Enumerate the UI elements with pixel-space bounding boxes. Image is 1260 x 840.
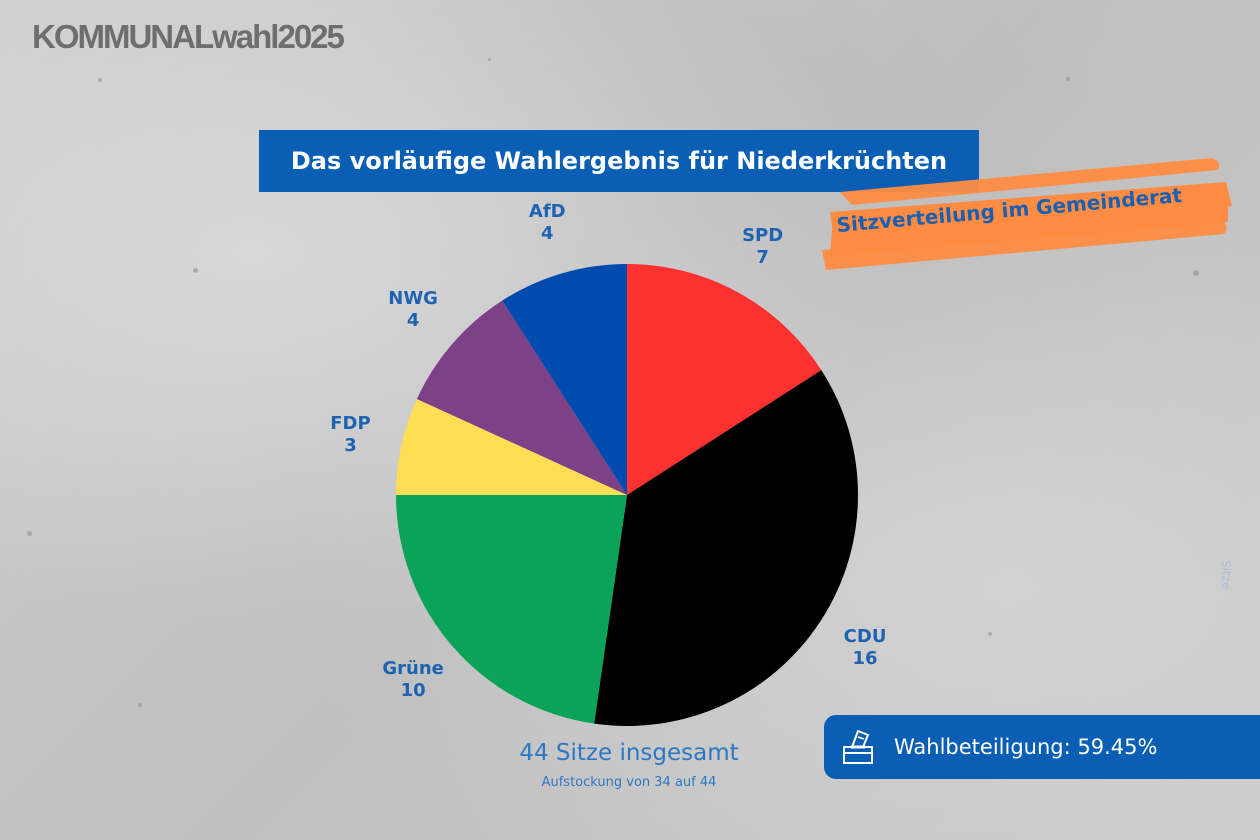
slice-seat-count: 7 bbox=[756, 246, 769, 268]
slice-seat-count: 10 bbox=[400, 680, 426, 702]
ballot-box-icon bbox=[843, 729, 873, 764]
turnout-label: Wahlbeteiligung: 59.45% bbox=[894, 735, 1158, 759]
slice-label-nwg: NWG 4 bbox=[388, 288, 438, 332]
pie-slice-afd bbox=[502, 264, 627, 495]
slice-party-name: SPD bbox=[742, 224, 784, 246]
slice-label-fdp: FDP 3 bbox=[330, 413, 370, 457]
slice-label-grüne: Grüne 10 bbox=[382, 658, 444, 702]
pie-slice-fdp bbox=[396, 399, 627, 495]
slice-seat-count: 3 bbox=[344, 434, 357, 456]
slice-seat-count: 4 bbox=[406, 309, 420, 331]
background-speck bbox=[27, 531, 32, 536]
slice-label-cdu: CDU 16 bbox=[844, 626, 887, 670]
background-speck bbox=[193, 268, 198, 273]
slice-seat-count: 4 bbox=[540, 223, 554, 245]
pie-slice-spd bbox=[627, 264, 822, 495]
pie-slice-nwg bbox=[416, 300, 627, 495]
slice-party-name: FDP bbox=[330, 412, 371, 434]
slice-label-afd: AfD 4 bbox=[529, 201, 566, 245]
slice-party-name: Grüne bbox=[382, 658, 444, 680]
pie-slice-grüne bbox=[396, 495, 627, 724]
brush-stroke bbox=[822, 158, 1232, 270]
background-speck bbox=[1066, 77, 1070, 81]
subtitle-banner: Sitzverteilung im Gemeinderat bbox=[812, 150, 1242, 290]
background-speck bbox=[988, 632, 992, 636]
slice-seat-count: 16 bbox=[852, 648, 878, 669]
side-axis-label: Sitze bbox=[1219, 560, 1233, 590]
slice-party-name: AfD bbox=[528, 201, 566, 223]
background-speck bbox=[488, 58, 491, 61]
pie-slice-cdu bbox=[594, 370, 859, 727]
logo: KOMMUNALwahl2025 bbox=[32, 18, 345, 55]
background-speck bbox=[1193, 270, 1199, 276]
background-speck bbox=[138, 703, 142, 707]
page-title: Das vorläufige Wahlergebnis für Niederkr… bbox=[259, 130, 979, 192]
total-seats: 44 Sitze insgesamt bbox=[519, 740, 739, 766]
slice-party-name: CDU bbox=[843, 626, 887, 647]
total-seats-note: Aufstockung von 34 auf 44 bbox=[541, 775, 717, 790]
slice-label-spd: SPD 7 bbox=[742, 225, 783, 269]
background-speck bbox=[98, 78, 102, 82]
slice-party-name: NWG bbox=[388, 287, 438, 309]
turnout-badge: Wahlbeteiligung: 59.45% bbox=[824, 715, 1260, 779]
